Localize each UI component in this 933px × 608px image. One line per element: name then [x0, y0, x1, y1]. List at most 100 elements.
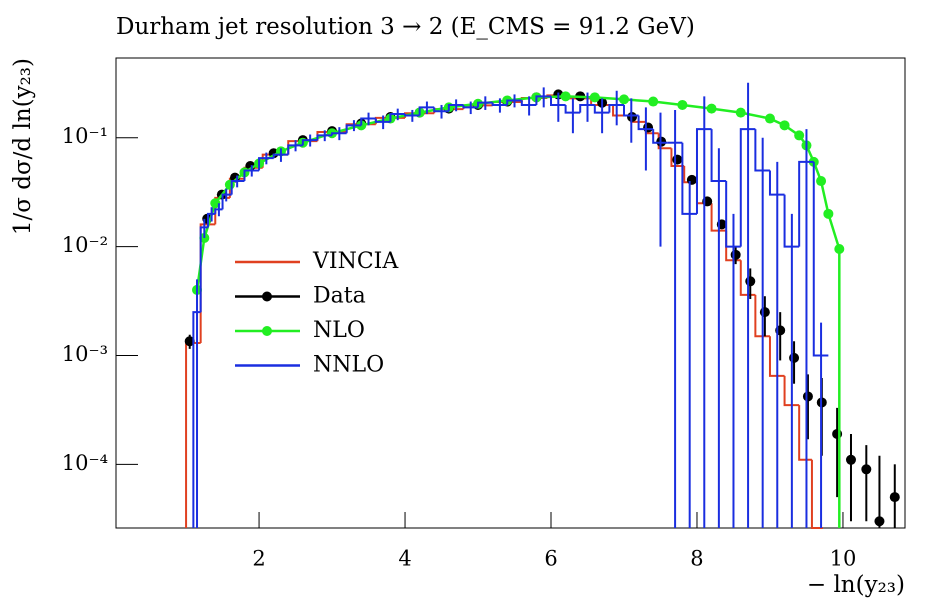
nlo-point — [677, 99, 688, 110]
step-segment — [404, 114, 420, 117]
step-segment — [477, 101, 493, 108]
step-segment — [564, 104, 581, 114]
step-segment — [622, 104, 639, 117]
y-tick-label: 10⁻⁴ — [62, 451, 108, 475]
step-segment — [812, 161, 829, 357]
step-segment — [681, 142, 697, 215]
step-segment — [783, 194, 800, 248]
step-segment — [593, 104, 610, 114]
step-segment — [491, 102, 508, 106]
data-point — [672, 154, 683, 165]
legend-label: NLO — [313, 318, 365, 343]
step-segment — [637, 115, 654, 131]
step-segment — [360, 117, 376, 126]
series-line — [195, 95, 841, 528]
step-segment — [810, 459, 823, 529]
step-segment — [316, 134, 333, 141]
x-tick-label: 8 — [690, 547, 703, 571]
step-segment — [389, 113, 406, 122]
step-segment — [258, 157, 274, 171]
data-point — [730, 249, 741, 260]
x-tick-label: 10 — [830, 547, 857, 571]
step-segment — [798, 405, 812, 461]
data-point — [184, 336, 195, 347]
step-segment — [768, 336, 785, 377]
step-segment — [670, 148, 685, 167]
step-segment — [608, 103, 624, 113]
legend-marker — [262, 291, 272, 302]
step-segment — [725, 181, 741, 248]
x-tick-label: 4 — [398, 547, 411, 571]
step-segment — [418, 106, 435, 116]
step-segment — [754, 129, 770, 172]
step-segment — [652, 129, 668, 144]
legend-label: NNLO — [313, 353, 384, 378]
step-segment — [230, 180, 245, 195]
nlo-point — [816, 176, 827, 187]
step-segment — [192, 311, 201, 528]
step-segment — [768, 170, 785, 196]
step-segment — [221, 193, 232, 210]
step-segment — [345, 124, 362, 134]
data-point — [874, 516, 885, 527]
step-segment — [199, 226, 208, 313]
step-segment — [739, 128, 756, 247]
nlo-point — [779, 120, 790, 131]
data-point — [832, 428, 843, 439]
chart-title: Durham jet resolution 3 → 2 (E_CMS = 91.… — [116, 14, 695, 40]
nlo-point — [823, 208, 834, 219]
step-segment — [331, 132, 347, 136]
plot-frame — [115, 57, 906, 529]
nlo-point — [648, 96, 659, 107]
data-point — [759, 307, 770, 318]
legend-marker — [262, 326, 272, 336]
step-segment — [374, 118, 391, 123]
data-point — [686, 174, 697, 185]
step-segment — [206, 212, 216, 228]
data-point — [845, 454, 856, 465]
data-point — [802, 391, 813, 402]
legend-label: Data — [313, 284, 366, 309]
step-segment — [301, 139, 318, 146]
step-segment — [710, 129, 727, 183]
step-segment — [447, 103, 464, 112]
data-point — [789, 352, 800, 363]
step-segment — [243, 169, 260, 182]
nlo-point — [794, 130, 805, 141]
y-tick-label: 10⁻¹ — [62, 124, 108, 148]
step-segment — [520, 100, 537, 106]
step-segment — [710, 203, 727, 232]
x-axis-label: − ln(y₂₃) — [807, 572, 905, 598]
step-segment — [783, 375, 800, 407]
step-segment — [287, 144, 303, 155]
y-tick-label: 10⁻² — [62, 233, 108, 257]
nlo-point — [735, 107, 746, 118]
nlo-point — [834, 244, 845, 255]
step-segment — [550, 96, 566, 106]
x-tick-label: 6 — [544, 547, 557, 571]
data-point — [643, 122, 654, 133]
y-axis-label: 1/σ dσ/d ln(y₂₃) — [10, 58, 36, 235]
x-tick-label: 2 — [252, 547, 265, 571]
nlo-point — [560, 91, 571, 102]
nlo-point — [618, 94, 629, 105]
step-segment — [579, 103, 595, 113]
step-segment — [214, 208, 223, 214]
nlo-point — [210, 198, 221, 209]
nlo-point — [706, 103, 717, 114]
step-segment — [272, 153, 289, 159]
nlo-point — [589, 92, 600, 103]
nlo-point — [764, 113, 775, 124]
y-tick-label: 10⁻³ — [62, 342, 108, 366]
legend-label: VINCIA — [312, 249, 399, 274]
data-point — [861, 464, 872, 475]
step-segment — [433, 107, 449, 113]
step-segment — [798, 160, 814, 247]
step-segment — [462, 104, 479, 109]
step-segment — [506, 99, 522, 105]
data-point — [745, 276, 756, 287]
step-segment — [695, 128, 712, 214]
step-segment — [535, 95, 552, 105]
data-point — [889, 492, 900, 503]
